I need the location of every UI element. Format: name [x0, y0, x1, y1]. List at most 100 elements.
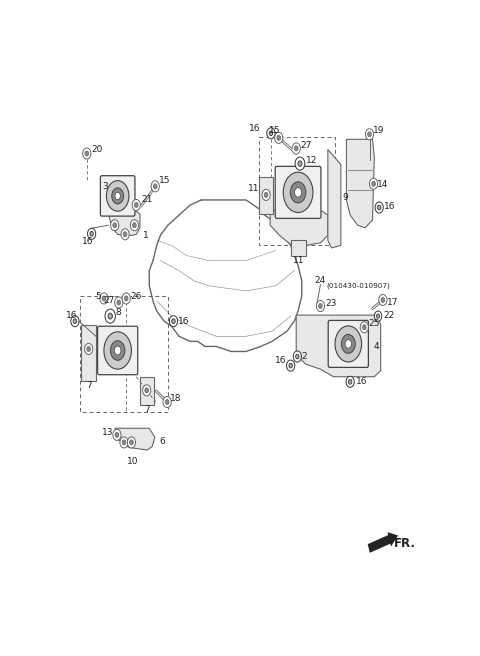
Circle shape — [165, 400, 169, 405]
Circle shape — [169, 316, 178, 327]
Text: 21: 21 — [141, 195, 153, 205]
Text: 16: 16 — [82, 237, 94, 246]
Circle shape — [267, 128, 275, 139]
Circle shape — [73, 319, 77, 323]
Circle shape — [134, 203, 138, 207]
Circle shape — [368, 132, 372, 137]
Circle shape — [289, 363, 292, 368]
Circle shape — [87, 228, 96, 239]
Polygon shape — [115, 428, 155, 450]
Circle shape — [117, 300, 120, 305]
Circle shape — [377, 205, 381, 210]
Polygon shape — [328, 150, 341, 248]
Circle shape — [132, 199, 140, 211]
Text: 4: 4 — [373, 342, 379, 351]
Circle shape — [83, 148, 91, 159]
Circle shape — [295, 188, 301, 197]
Circle shape — [71, 316, 79, 327]
Circle shape — [296, 354, 299, 359]
Circle shape — [154, 184, 157, 189]
Circle shape — [84, 343, 93, 354]
Circle shape — [130, 220, 139, 231]
Polygon shape — [270, 210, 328, 245]
Text: 6: 6 — [160, 437, 166, 446]
Text: 17: 17 — [386, 298, 398, 307]
FancyBboxPatch shape — [97, 326, 138, 375]
Circle shape — [90, 232, 93, 236]
Circle shape — [269, 131, 273, 136]
Text: 16: 16 — [356, 377, 367, 386]
Text: 3: 3 — [103, 182, 108, 191]
Text: 20: 20 — [92, 145, 103, 154]
Polygon shape — [290, 240, 306, 256]
Text: 11: 11 — [293, 256, 305, 265]
Text: 26: 26 — [131, 293, 142, 301]
Circle shape — [145, 388, 148, 393]
Circle shape — [124, 296, 128, 301]
FancyArrow shape — [368, 532, 398, 553]
Circle shape — [287, 360, 295, 371]
Text: 14: 14 — [377, 180, 388, 190]
Polygon shape — [140, 377, 154, 405]
Text: 16: 16 — [275, 356, 286, 365]
Text: 9: 9 — [342, 193, 348, 202]
Text: 16: 16 — [66, 311, 78, 319]
Circle shape — [122, 440, 126, 445]
Circle shape — [163, 396, 171, 407]
Circle shape — [346, 377, 354, 387]
Circle shape — [113, 222, 117, 228]
Text: (010430-010907): (010430-010907) — [326, 283, 390, 289]
FancyBboxPatch shape — [275, 167, 321, 218]
Circle shape — [370, 178, 378, 190]
Circle shape — [151, 181, 159, 192]
Circle shape — [100, 293, 108, 304]
Text: 15: 15 — [158, 176, 170, 185]
Text: 7: 7 — [144, 405, 150, 414]
Circle shape — [110, 220, 119, 231]
Circle shape — [283, 173, 313, 213]
Circle shape — [290, 182, 306, 203]
Circle shape — [379, 295, 387, 306]
Circle shape — [316, 300, 324, 312]
Text: 19: 19 — [372, 126, 384, 134]
Circle shape — [115, 432, 119, 438]
Text: 22: 22 — [383, 311, 394, 319]
Circle shape — [374, 311, 382, 321]
Circle shape — [108, 313, 112, 319]
Text: 1: 1 — [144, 231, 149, 240]
Circle shape — [102, 296, 106, 301]
Circle shape — [365, 129, 373, 140]
Circle shape — [115, 297, 123, 308]
Text: 18: 18 — [170, 394, 181, 403]
Text: 27: 27 — [104, 297, 115, 306]
Circle shape — [123, 232, 127, 237]
Circle shape — [132, 222, 136, 228]
Circle shape — [294, 146, 298, 151]
Text: 23: 23 — [325, 299, 336, 308]
FancyBboxPatch shape — [328, 320, 368, 367]
Text: 10: 10 — [127, 457, 138, 466]
Circle shape — [115, 192, 120, 199]
Circle shape — [293, 351, 301, 362]
Text: FR.: FR. — [394, 537, 416, 550]
Circle shape — [292, 143, 300, 154]
Text: 12: 12 — [306, 156, 318, 165]
Circle shape — [345, 340, 351, 348]
Circle shape — [376, 314, 380, 318]
Circle shape — [360, 321, 368, 333]
Text: 16: 16 — [384, 202, 396, 211]
Circle shape — [335, 326, 361, 362]
Text: 8: 8 — [115, 308, 121, 317]
Circle shape — [121, 229, 129, 240]
Text: 15: 15 — [269, 126, 280, 135]
Text: 16: 16 — [250, 124, 261, 133]
Text: 24: 24 — [315, 276, 326, 285]
Text: 7: 7 — [86, 381, 92, 390]
Circle shape — [375, 202, 383, 213]
Circle shape — [295, 157, 305, 170]
Circle shape — [104, 332, 132, 369]
Circle shape — [319, 304, 322, 308]
Circle shape — [172, 319, 175, 323]
Circle shape — [113, 429, 121, 440]
Circle shape — [262, 190, 270, 201]
